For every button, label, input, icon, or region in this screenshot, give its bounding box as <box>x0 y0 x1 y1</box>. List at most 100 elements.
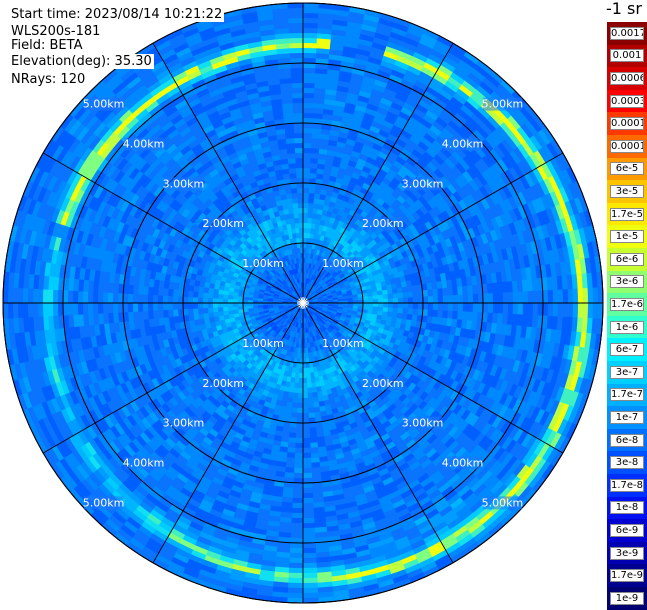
ppi-cell <box>302 568 317 574</box>
ppi-cell <box>310 447 319 453</box>
ppi-cell <box>508 303 514 315</box>
ppi-cell <box>303 78 316 84</box>
ppi-cell <box>523 303 529 316</box>
ppi-cell <box>393 293 399 299</box>
ppi-cell <box>303 403 309 408</box>
ppi-cell <box>302 593 319 599</box>
ppi-cell <box>297 403 303 409</box>
ppi-cell <box>447 287 453 296</box>
ppi-cell <box>298 393 303 398</box>
ppi-cell <box>303 23 319 29</box>
ppi-cell <box>553 303 559 317</box>
ppi-cell <box>293 483 303 489</box>
ppi-cell <box>303 203 309 209</box>
ppi-cell <box>291 412 298 418</box>
ppi-cell <box>458 303 464 312</box>
ppi-cell <box>311 148 320 154</box>
ppi-cell <box>310 437 318 443</box>
ppi-cell <box>299 373 303 378</box>
ppi-cell <box>413 297 419 304</box>
ppi-cell <box>363 296 369 300</box>
ppi-cell <box>298 383 303 388</box>
ppi-cell <box>533 303 539 316</box>
ppi-cell <box>463 294 469 303</box>
ppi-cell <box>443 295 449 303</box>
ppi-cell <box>303 193 309 199</box>
ppi-cell <box>363 303 368 307</box>
ppi-cell <box>428 296 434 303</box>
ppi-cell <box>457 286 463 295</box>
ppi-cell <box>563 289 569 304</box>
ppi-cell <box>448 303 454 312</box>
ppi-cell <box>288 558 303 564</box>
ppi-cell <box>293 468 303 474</box>
ppi-cell <box>303 168 311 174</box>
ppi-cell <box>447 311 453 320</box>
ppi-cell <box>303 18 319 24</box>
ppi-cell <box>443 303 449 311</box>
ppi-cell <box>311 153 320 159</box>
ppi-cell <box>291 407 298 413</box>
ppi-cell <box>303 408 309 413</box>
ppi-cell <box>295 448 304 454</box>
ppi-cell <box>293 473 303 479</box>
ppi-cell <box>306 363 310 369</box>
ppi-cell <box>493 293 499 304</box>
ppi-cell <box>310 163 318 169</box>
ppi-cell <box>302 548 316 554</box>
ppi-cell <box>287 588 303 594</box>
ppi-cell <box>503 303 509 315</box>
ppi-cell <box>303 143 312 149</box>
ppi-cell <box>302 443 310 449</box>
ppi-cell <box>302 468 312 474</box>
ppi-cell <box>292 488 303 494</box>
ppi-cell <box>303 128 313 134</box>
ppi-cell <box>558 303 564 318</box>
ppi-cell <box>291 518 303 524</box>
ppi-cell <box>303 223 308 228</box>
ppi-cell <box>297 398 303 404</box>
ppi-cell <box>311 457 320 463</box>
ppi-cell <box>303 148 312 154</box>
ppi-cell <box>493 303 499 314</box>
ppi-cell <box>408 303 414 309</box>
ppi-cell <box>292 402 298 408</box>
ppi-cell <box>303 158 311 164</box>
ppi-cell <box>288 568 303 574</box>
ppi-cell <box>528 291 534 304</box>
ppi-cell <box>412 309 418 316</box>
ppi-cell <box>302 558 317 564</box>
ppi-cell <box>302 553 316 559</box>
ppi-cell <box>303 93 315 99</box>
ppi-cell <box>453 295 459 304</box>
ppi-cell <box>303 138 312 144</box>
ppi-cell <box>498 303 504 314</box>
ppi-cell <box>287 447 296 453</box>
ppi-cell <box>302 518 314 524</box>
ppi-cell <box>294 463 303 469</box>
ppi-cell <box>303 133 313 139</box>
ppi-cell <box>303 88 315 94</box>
ppi-cell <box>297 408 303 414</box>
ppi-cell <box>311 462 321 468</box>
ppi-cell <box>308 198 314 204</box>
ppi-cell <box>518 303 524 315</box>
ppi-cell <box>403 292 409 298</box>
ppi-cell <box>307 378 312 384</box>
ppi-cell <box>303 218 308 223</box>
ppi-cell <box>303 228 307 233</box>
ppi-cell <box>303 108 314 114</box>
ppi-cell <box>294 453 303 459</box>
ppi-cell <box>302 458 311 464</box>
ppi-cell <box>307 383 312 389</box>
ppi-cell <box>568 303 574 318</box>
ppi-cell <box>297 413 304 419</box>
ppi-cell <box>289 553 303 559</box>
ppi-cell <box>458 295 464 304</box>
ppi-cell <box>302 533 315 539</box>
ppi-cell <box>287 583 303 589</box>
ppi-cell <box>287 578 303 584</box>
ppi-cell <box>291 508 303 514</box>
ppi-cell <box>438 296 444 304</box>
